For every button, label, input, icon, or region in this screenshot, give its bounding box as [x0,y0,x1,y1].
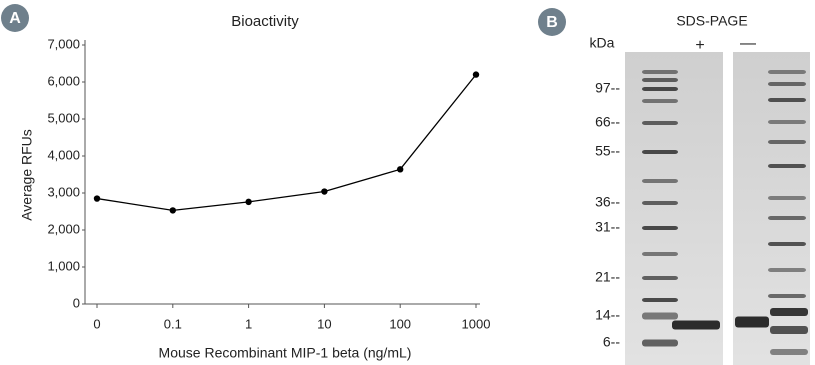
marker-label: 66-- [595,114,620,130]
gel-band [642,150,678,154]
gel-band [642,226,678,230]
lane-label: + [695,37,704,54]
marker-label: 55-- [595,143,620,159]
gel-band [642,340,678,347]
gel-band [642,99,678,103]
y-tick-label: 5,000 [47,110,80,125]
gel-band [768,164,806,168]
y-tick-label: 7,000 [47,36,80,51]
gel-band [642,78,678,82]
gel-band [768,140,806,144]
x-tick-label: 1 [245,316,252,331]
gel-band [642,201,678,205]
point [170,207,176,213]
line [97,75,476,211]
gel-band [770,349,808,355]
point [397,166,403,172]
marker-label: 14-- [595,307,620,323]
point [94,195,100,201]
gel-band [770,308,808,316]
marker-label: 31-- [595,219,620,235]
gel-band [768,216,806,220]
gel-band [642,276,678,280]
gel-title: SDS-PAGE [676,13,747,29]
gel-band [642,298,678,302]
gel-band [768,70,806,74]
marker-label: 97-- [595,80,620,96]
point [245,199,251,205]
gel-band [642,121,678,125]
gel-band [768,82,806,86]
point [321,188,327,194]
gel-band [735,317,769,328]
chart-title: Bioactivity [231,13,299,30]
x-tick-label: 1000 [462,316,491,331]
gel-band [642,87,678,91]
x-tick-label: 100 [389,316,411,331]
x-tick-label: 10 [317,316,331,331]
gel-band [768,120,806,124]
y-tick-label: 2,000 [47,221,80,236]
gel-band [672,321,720,330]
y-tick-label: 1,000 [47,258,80,273]
gel-band [768,98,806,102]
marker-label: 36-- [595,194,620,210]
y-tick-label: 4,000 [47,147,80,162]
gel-band [642,252,678,256]
badge-label: B [546,14,558,31]
gel-band [770,326,808,334]
gel-band [768,196,806,200]
badge-label: A [9,10,21,27]
gel-band [642,70,678,74]
gel-band [768,242,806,246]
gel-unit: kDa [590,35,615,51]
x-axis-label: Mouse Recombinant MIP-1 beta (ng/mL) [159,345,412,361]
y-tick-label: 0 [73,295,80,310]
figure: A B Bioactivity Average RFUs Mouse Recom… [0,0,815,365]
lane-label: — [740,35,756,52]
y-tick-label: 3,000 [47,184,80,199]
gel-band [768,294,806,298]
gel-band [768,268,806,272]
x-tick-label: 0.1 [164,316,182,331]
gel-band [642,313,678,320]
x-tick-label: 0 [93,316,100,331]
marker-label: 21-- [595,269,620,285]
gel-band [642,179,678,183]
marker-label: 6-- [603,334,620,350]
y-tick-label: 6,000 [47,73,80,88]
y-axis-label: Average RFUs [19,129,35,221]
point [473,71,479,77]
gel-panel: SDS-PAGE kDa + — 97-- 66-- 55-- 36-- 31-- 21-… [590,13,810,365]
